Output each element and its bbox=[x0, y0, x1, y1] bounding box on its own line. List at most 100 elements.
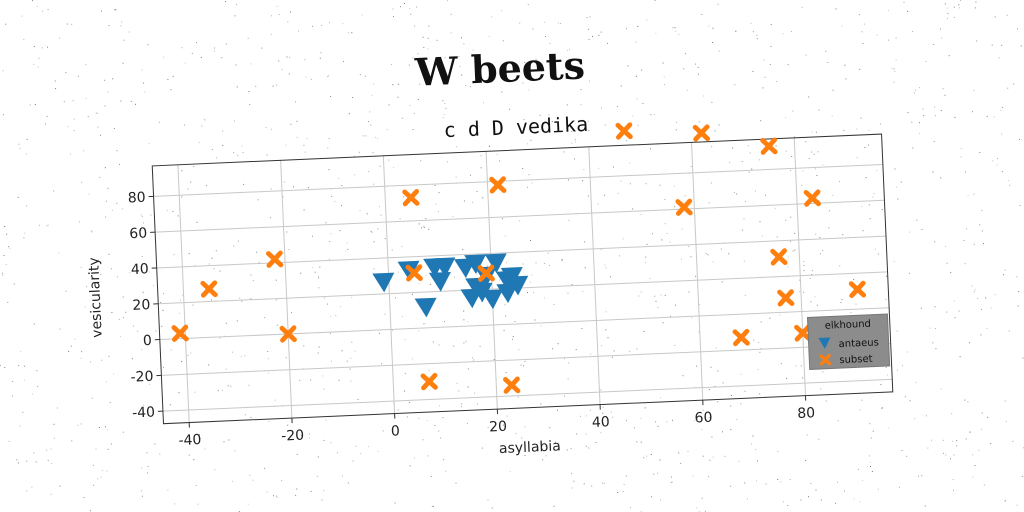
speckle bbox=[148, 271, 150, 273]
speckle bbox=[1006, 14, 1008, 16]
speckle bbox=[986, 115, 988, 117]
speckle bbox=[273, 495, 274, 497]
speckle bbox=[282, 196, 284, 198]
speckle bbox=[233, 152, 235, 154]
speckle bbox=[34, 104, 36, 105]
legend-marker-antaeus bbox=[818, 337, 831, 349]
speckle bbox=[236, 4, 238, 5]
speckle bbox=[0, 365, 1, 367]
speckle bbox=[318, 287, 320, 289]
speckle bbox=[749, 152, 751, 154]
speckle bbox=[887, 427, 889, 429]
speckle bbox=[921, 475, 923, 477]
speckle bbox=[770, 24, 772, 25]
speckle bbox=[774, 207, 776, 209]
speckle bbox=[446, 161, 448, 163]
speckle bbox=[197, 503, 199, 505]
speckle bbox=[760, 321, 762, 323]
speckle bbox=[960, 0, 962, 1]
speckle bbox=[681, 258, 682, 260]
speckle bbox=[539, 114, 541, 116]
speckle bbox=[521, 437, 523, 439]
speckle bbox=[965, 438, 967, 440]
speckle bbox=[935, 348, 937, 350]
speckle bbox=[50, 493, 52, 495]
speckle bbox=[16, 459, 18, 461]
speckle bbox=[686, 89, 688, 91]
speckle bbox=[308, 437, 310, 439]
speckle bbox=[708, 417, 710, 419]
speckle bbox=[141, 467, 142, 469]
speckle bbox=[310, 490, 312, 492]
speckle bbox=[993, 116, 995, 118]
speckle bbox=[487, 427, 489, 428]
speckle bbox=[549, 427, 551, 429]
speckle bbox=[759, 393, 761, 395]
speckle bbox=[295, 494, 297, 496]
speckle bbox=[517, 396, 519, 398]
speckle bbox=[19, 148, 21, 150]
speckle bbox=[951, 413, 953, 415]
speckle bbox=[841, 25, 843, 27]
speckle bbox=[802, 170, 804, 172]
speckle bbox=[50, 448, 52, 450]
speckle bbox=[919, 122, 920, 124]
speckle bbox=[637, 26, 639, 27]
x-tick-label: 0 bbox=[391, 423, 401, 439]
speckle bbox=[702, 409, 704, 411]
speckle bbox=[21, 15, 23, 17]
speckle bbox=[169, 404, 171, 406]
speckle bbox=[373, 241, 375, 243]
speckle bbox=[662, 322, 664, 324]
speckle bbox=[645, 183, 647, 185]
speckle bbox=[811, 131, 813, 133]
speckle bbox=[518, 349, 520, 351]
speckle bbox=[765, 483, 767, 485]
speckle bbox=[568, 362, 570, 364]
speckle bbox=[66, 23, 68, 25]
speckle bbox=[55, 88, 57, 90]
speckle bbox=[1005, 420, 1007, 422]
speckle bbox=[170, 349, 172, 351]
speckle bbox=[610, 411, 612, 413]
speckle bbox=[87, 116, 89, 118]
x-stroke bbox=[760, 137, 777, 155]
speckle bbox=[285, 144, 287, 146]
speckle bbox=[323, 388, 325, 390]
speckle bbox=[912, 147, 914, 149]
speckle bbox=[552, 348, 553, 350]
speckle bbox=[112, 78, 114, 80]
speckle bbox=[303, 209, 305, 211]
speckle bbox=[817, 151, 819, 153]
speckle bbox=[328, 138, 330, 140]
speckle bbox=[707, 254, 709, 256]
speckle bbox=[353, 155, 355, 157]
speckle bbox=[1008, 330, 1010, 332]
speckle bbox=[47, 459, 49, 461]
speckle bbox=[595, 442, 597, 443]
subset-point bbox=[402, 189, 420, 207]
speckle bbox=[919, 132, 921, 134]
speckle bbox=[545, 36, 546, 38]
speckle bbox=[470, 174, 471, 176]
speckle bbox=[438, 405, 440, 407]
speckle bbox=[570, 447, 572, 449]
speckle bbox=[225, 43, 227, 45]
speckle bbox=[419, 83, 421, 85]
speckle bbox=[271, 15, 273, 17]
speckle bbox=[84, 306, 86, 308]
speckle bbox=[85, 98, 87, 99]
speckle bbox=[352, 460, 354, 462]
speckle bbox=[354, 174, 356, 176]
subset-point bbox=[171, 324, 189, 342]
speckle bbox=[95, 448, 97, 450]
speckle bbox=[671, 481, 673, 483]
speckle bbox=[530, 240, 531, 241]
speckle bbox=[452, 216, 454, 217]
speckle bbox=[876, 34, 878, 36]
speckle bbox=[545, 455, 547, 457]
speckle bbox=[195, 485, 197, 486]
speckle bbox=[216, 157, 218, 159]
speckle bbox=[522, 263, 524, 265]
speckle bbox=[659, 184, 661, 186]
